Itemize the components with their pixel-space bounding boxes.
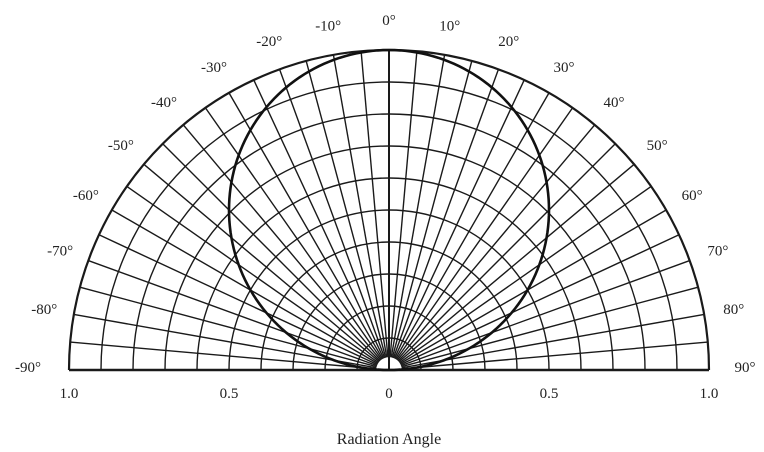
angle-tick-label: 20° xyxy=(498,34,519,50)
angle-tick-label: -40° xyxy=(151,95,177,111)
x-axis-title: Radiation Angle xyxy=(337,431,441,448)
radial-ring xyxy=(260,241,518,371)
radial-ring xyxy=(196,177,582,371)
angle-tick-label: 0° xyxy=(382,13,396,29)
angle-tick-labels: -90° -80° -70° -60° -50° -40° -30° -20° -10° 0° 10… xyxy=(15,13,756,376)
radial-spoke xyxy=(88,259,378,367)
radial-spoke xyxy=(162,143,381,362)
radial-spoke xyxy=(398,163,635,363)
radial-spoke xyxy=(389,51,418,358)
radial-ring xyxy=(132,113,646,371)
angle-tick-label: 40° xyxy=(604,95,625,111)
radial-spoke xyxy=(126,185,379,364)
radiation-pattern xyxy=(227,48,551,372)
radial-spoke xyxy=(400,259,690,367)
radial-ring xyxy=(100,81,678,371)
radial-ring xyxy=(228,209,550,371)
radial-tick-label: 0.5 xyxy=(220,386,239,402)
radial-spoke xyxy=(391,60,473,358)
radial-spoke xyxy=(70,341,377,370)
radial-spoke xyxy=(396,124,596,361)
angle-tick-label: 50° xyxy=(647,138,668,154)
angle-tick-label: -80° xyxy=(31,302,57,318)
radial-tick-label: 1.0 xyxy=(700,386,719,402)
radial-spoke xyxy=(360,51,389,358)
radial-spoke xyxy=(305,60,387,358)
radial-spoke xyxy=(397,143,616,362)
radial-spoke xyxy=(399,185,652,364)
angle-tick-label: 60° xyxy=(682,188,703,204)
radial-ring xyxy=(356,337,422,371)
angle-tick-label: -20° xyxy=(256,34,282,50)
radial-ring xyxy=(164,145,614,371)
angle-tick-label: -50° xyxy=(108,138,134,154)
angle-tick-label: 30° xyxy=(554,60,575,76)
radial-ring xyxy=(324,305,454,371)
radial-tick-label: 1.0 xyxy=(60,386,79,402)
radial-spoke xyxy=(392,69,500,359)
radial-spoke xyxy=(394,92,550,360)
angle-tick-label: 80° xyxy=(723,302,744,318)
radial-ring xyxy=(292,273,486,371)
radial-tick-labels: 1.0 0.5 0 0.5 1.0 xyxy=(60,386,719,402)
angle-tick-label: -10° xyxy=(315,18,341,34)
angle-tick-label: 90° xyxy=(735,360,756,376)
angle-tick-label: 10° xyxy=(439,18,460,34)
radial-spoke xyxy=(278,69,386,359)
polar-grid xyxy=(67,48,711,372)
angle-tick-label: -70° xyxy=(47,243,73,259)
angle-tick-label: -30° xyxy=(201,60,227,76)
radial-tick-label: 0.5 xyxy=(540,386,559,402)
radial-spoke xyxy=(182,124,382,361)
radial-spoke xyxy=(111,209,379,365)
radial-spoke xyxy=(401,286,699,368)
radial-spoke xyxy=(399,209,667,365)
pattern-curve xyxy=(227,48,551,372)
radial-spoke xyxy=(79,286,377,368)
radial-tick-label: 0 xyxy=(385,386,393,402)
angle-tick-label: 70° xyxy=(707,243,728,259)
radial-spoke xyxy=(401,341,708,370)
radial-spoke xyxy=(228,92,384,360)
angle-tick-label: -60° xyxy=(73,188,99,204)
angle-tick-label: -90° xyxy=(15,360,41,376)
radial-spoke xyxy=(143,163,380,363)
